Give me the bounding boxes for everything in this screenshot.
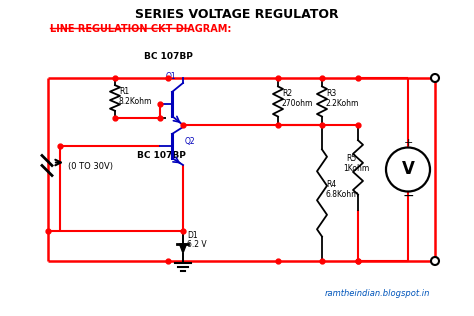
Text: R4: R4 (326, 180, 336, 189)
Text: BC 107BP: BC 107BP (144, 52, 193, 61)
Text: 2.2Kohm: 2.2Kohm (326, 99, 359, 107)
Text: D1: D1 (187, 231, 198, 240)
Circle shape (431, 257, 439, 265)
Text: R5: R5 (346, 155, 356, 163)
Polygon shape (180, 244, 186, 253)
Text: 8.2Kohm: 8.2Kohm (119, 97, 152, 106)
Text: 6.2 V: 6.2 V (187, 240, 207, 249)
Text: V: V (401, 161, 414, 179)
Text: ramtheindian.blogspot.in: ramtheindian.blogspot.in (325, 289, 430, 298)
Text: R2: R2 (282, 88, 292, 98)
Text: LINE REGULATION CKT DIAGRAM:: LINE REGULATION CKT DIAGRAM: (50, 24, 231, 34)
Text: Q1: Q1 (166, 72, 177, 81)
Text: +: + (403, 137, 413, 148)
Text: Q2: Q2 (185, 137, 196, 146)
Text: −: − (402, 189, 414, 203)
Text: 1Kohm: 1Kohm (343, 164, 369, 173)
Circle shape (386, 148, 430, 191)
Circle shape (431, 74, 439, 82)
Text: R1: R1 (119, 87, 129, 96)
Text: BC 107BP: BC 107BP (137, 151, 186, 160)
Text: 270ohm: 270ohm (282, 99, 313, 107)
Text: SERIES VOLTAGE REGULATOR: SERIES VOLTAGE REGULATOR (135, 8, 339, 21)
Text: 6.8Kohm: 6.8Kohm (326, 190, 359, 199)
Text: (0 TO 30V): (0 TO 30V) (68, 162, 113, 171)
Text: R3: R3 (326, 88, 336, 98)
